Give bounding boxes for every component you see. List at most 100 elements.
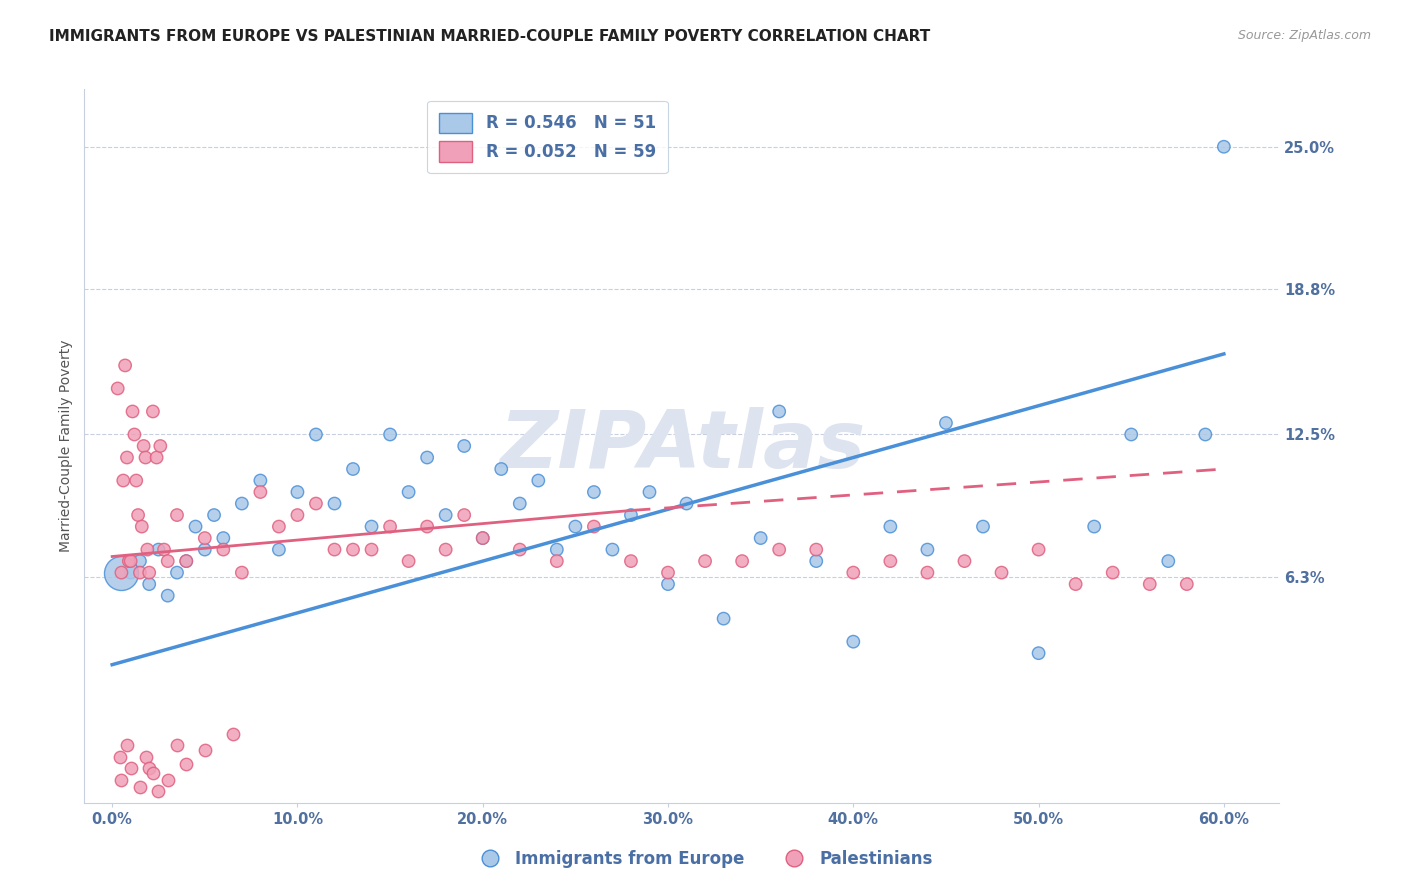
Point: [416, 450, 439, 465]
Point: [156, 772, 179, 787]
Point: [231, 497, 253, 511]
Point: [620, 554, 643, 568]
Point: [148, 784, 170, 798]
Point: [110, 566, 132, 580]
Point: [132, 439, 155, 453]
Point: [112, 474, 135, 488]
Point: [194, 542, 217, 557]
Point: [249, 485, 271, 500]
Point: [129, 780, 152, 794]
Point: [174, 554, 197, 568]
Point: [305, 427, 328, 442]
Legend: R = 0.546   N = 51, R = 0.052   N = 59: R = 0.546 N = 51, R = 0.052 N = 59: [427, 101, 668, 173]
Point: [602, 542, 624, 557]
Point: [125, 474, 148, 488]
Point: [153, 542, 176, 557]
Point: [491, 462, 513, 476]
Point: [142, 765, 165, 780]
Point: [1212, 140, 1234, 154]
Point: [110, 566, 132, 580]
Point: [768, 404, 790, 418]
Point: [120, 761, 142, 775]
Point: [749, 531, 772, 545]
Point: [731, 554, 754, 568]
Point: [110, 772, 132, 787]
Point: [212, 542, 235, 557]
Point: [953, 554, 976, 568]
Point: [124, 427, 146, 442]
Point: [582, 519, 605, 533]
Point: [509, 497, 531, 511]
Point: [115, 450, 138, 465]
Point: [174, 554, 197, 568]
Point: [342, 542, 364, 557]
Point: [142, 404, 165, 418]
Point: [527, 474, 550, 488]
Point: [768, 542, 790, 557]
Point: [287, 485, 309, 500]
Point: [305, 497, 328, 511]
Point: [138, 566, 160, 580]
Point: [620, 508, 643, 522]
Point: [149, 439, 172, 453]
Point: [509, 542, 531, 557]
Point: [453, 508, 475, 522]
Point: [564, 519, 586, 533]
Point: [166, 566, 188, 580]
Point: [212, 531, 235, 545]
Point: [1064, 577, 1087, 591]
Point: [156, 554, 179, 568]
Point: [1083, 519, 1105, 533]
Text: Source: ZipAtlas.com: Source: ZipAtlas.com: [1237, 29, 1371, 42]
Point: [842, 566, 865, 580]
Point: [453, 439, 475, 453]
Point: [166, 738, 188, 752]
Point: [1101, 566, 1123, 580]
Point: [342, 462, 364, 476]
Point: [434, 542, 457, 557]
Point: [917, 566, 939, 580]
Point: [138, 577, 160, 591]
Point: [129, 554, 152, 568]
Point: [1175, 577, 1198, 591]
Point: [1139, 577, 1161, 591]
Point: [129, 566, 152, 580]
Point: [115, 738, 138, 752]
Point: [120, 566, 142, 580]
Point: [121, 404, 143, 418]
Point: [134, 450, 156, 465]
Legend: Immigrants from Europe, Palestinians: Immigrants from Europe, Palestinians: [467, 843, 939, 874]
Point: [194, 531, 217, 545]
Point: [1194, 427, 1216, 442]
Point: [990, 566, 1012, 580]
Point: [416, 519, 439, 533]
Point: [323, 497, 346, 511]
Point: [935, 416, 957, 430]
Point: [145, 450, 167, 465]
Point: [398, 485, 420, 500]
Point: [114, 359, 136, 373]
Y-axis label: Married-Couple Family Poverty: Married-Couple Family Poverty: [59, 340, 73, 552]
Point: [546, 542, 568, 557]
Point: [471, 531, 494, 545]
Text: ZIPAtlas: ZIPAtlas: [499, 407, 865, 485]
Point: [148, 542, 170, 557]
Point: [879, 554, 901, 568]
Point: [378, 427, 401, 442]
Point: [972, 519, 994, 533]
Point: [657, 577, 679, 591]
Point: [1028, 646, 1050, 660]
Point: [249, 474, 271, 488]
Point: [1028, 542, 1050, 557]
Point: [806, 542, 828, 557]
Point: [398, 554, 420, 568]
Point: [120, 554, 142, 568]
Point: [1157, 554, 1180, 568]
Point: [675, 497, 697, 511]
Point: [156, 589, 179, 603]
Point: [221, 727, 243, 741]
Point: [118, 554, 141, 568]
Point: [127, 508, 149, 522]
Point: [582, 485, 605, 500]
Point: [842, 634, 865, 648]
